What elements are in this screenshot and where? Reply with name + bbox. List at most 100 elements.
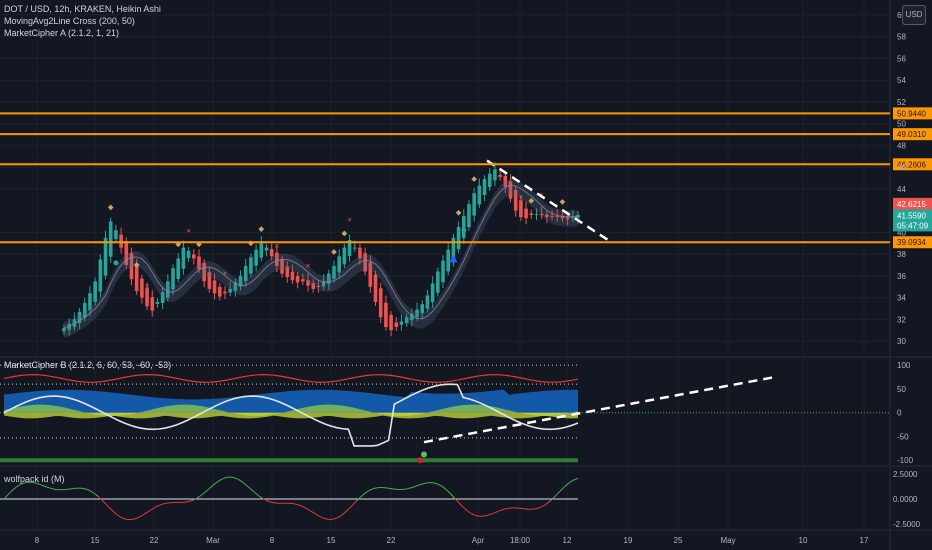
wolfpack-line-segment	[208, 484, 214, 490]
price-tick-label: 32	[897, 315, 906, 324]
cipher-cross: ×	[223, 269, 228, 278]
cipher-b-bottom-bar	[0, 458, 578, 463]
wolfpack-line-segment	[536, 506, 542, 509]
wolfpack-line-segment	[85, 488, 91, 492]
wolfpack-line-segment	[221, 477, 226, 480]
wolfpack-line-segment	[97, 496, 103, 501]
wolfpack-line-segment	[450, 493, 456, 499]
wolfpack-line-segment	[53, 488, 58, 491]
cipher-b-rsi-line	[3, 374, 579, 383]
cipher-b-blue-area	[4, 389, 578, 413]
candle-body	[430, 283, 435, 303]
candle-body	[446, 249, 451, 272]
wolfpack-line-segment	[471, 513, 476, 516]
wolfpack-line-segment	[462, 506, 468, 512]
wolfpack-line-segment	[139, 514, 144, 518]
candle-body	[565, 217, 570, 220]
cipher-diamond	[258, 226, 265, 232]
level-price-tag	[893, 158, 932, 171]
wolfpack-line-segment	[438, 484, 443, 488]
buy-dot	[461, 227, 467, 233]
wolfpack-line-segment	[122, 517, 128, 521]
price-axis[interactable]: 30 32 34 36 38 40 44 46 48 50 52 54 56 58 60 42.6215 41.…	[893, 11, 932, 529]
candle-body	[150, 297, 155, 311]
indicator-ma-cross[interactable]: MovingAvg2Line Cross (200, 50)	[4, 16, 135, 26]
wolfpack-line-segment	[409, 486, 415, 489]
candle-body	[301, 279, 305, 282]
candle-body	[555, 215, 560, 217]
wolfpack-line-segment	[389, 487, 394, 490]
cipher-b-buy-dot	[421, 451, 427, 458]
price-tick-label: 38	[897, 250, 906, 259]
candle-body	[477, 185, 482, 205]
wolfpack-pane[interactable]	[0, 476, 579, 521]
currency-badge[interactable]: USD	[902, 5, 926, 25]
main-legend: DOT / USD, 12h, KRAKEN, Heikin Ashi Movi…	[4, 3, 161, 39]
candle-body	[243, 266, 248, 282]
time-tick-label: 25	[674, 536, 683, 545]
wolfpack-line-segment	[114, 512, 120, 517]
wolfpack-line-segment	[483, 514, 488, 517]
wolfpack-line-segment	[405, 487, 411, 490]
candle-body	[254, 249, 258, 266]
wolfpack-line-segment	[467, 510, 472, 515]
cipher-cross: ×	[145, 282, 150, 291]
candle-body	[524, 208, 528, 219]
candle-body	[545, 214, 549, 218]
time-tick-label: Mar	[206, 536, 220, 545]
time-axis[interactable]: 8 15 22 Mar 8 15 22 Apr 18:00 12 19 25 May 10 17	[35, 536, 869, 545]
candle-body	[368, 262, 373, 287]
candle-body	[212, 280, 217, 294]
wolfpack-line-segment	[253, 491, 259, 496]
wolfpack-line-segment	[442, 486, 448, 491]
price-pane[interactable]: ×××××××××	[62, 159, 609, 339]
wolfpack-line-segment	[422, 482, 427, 485]
candle-body	[363, 253, 367, 272]
candle-body	[103, 237, 108, 276]
last-price-label: 41.5590	[897, 211, 926, 220]
market-cipher-b-pane[interactable]	[0, 364, 890, 464]
cipher-cross: ×	[306, 261, 311, 270]
candle-body	[472, 193, 476, 216]
wolfpack-line-segment	[495, 510, 501, 513]
wolfpack-legend[interactable]: wolfpack id (M)	[4, 474, 65, 484]
candle-body	[571, 217, 575, 219]
wolfpack-line-segment	[307, 508, 312, 512]
candle-body	[93, 281, 97, 302]
candle-body	[207, 272, 212, 289]
cipher-diamond	[331, 249, 337, 255]
candle-body	[560, 216, 565, 219]
candle-body	[166, 281, 170, 298]
wolfpack-line-segment	[225, 476, 230, 479]
candle-body	[72, 319, 77, 327]
wolfpack-line-segment	[364, 490, 370, 494]
wolfpack-line-segment	[491, 511, 497, 515]
market-cipher-b-legend[interactable]: MarketCipher B (2.1.2, 6, 60, 53, -60, -…	[4, 360, 172, 370]
wolfpack-line-segment	[311, 511, 316, 515]
wolfpack-line-segment	[548, 497, 554, 503]
candle-body	[550, 215, 554, 217]
cipher-diamond	[133, 262, 140, 268]
wolfpack-line-segment	[270, 501, 275, 504]
price-tick-label: 50	[897, 120, 906, 129]
buy-triangle	[449, 254, 458, 263]
cipher-b-red-dot	[417, 457, 423, 464]
candle-body	[88, 293, 92, 311]
wolfpack-line-segment	[110, 508, 116, 514]
indicator-market-cipher-a[interactable]: MarketCipher A (2.1.2, 1, 21)	[4, 28, 120, 38]
wolfpack-line-segment	[102, 500, 107, 506]
candle-body	[378, 288, 383, 318]
candle-body	[259, 243, 264, 258]
buy-dot	[113, 260, 119, 266]
candle-body	[534, 213, 539, 215]
candle-body	[441, 260, 445, 283]
candle-body	[155, 301, 160, 304]
wolfpack-line-segment	[434, 482, 439, 485]
level-price-tag	[893, 107, 932, 120]
candle-body	[399, 321, 404, 325]
candle-body	[275, 252, 279, 267]
candle-body	[129, 253, 134, 280]
wolfpack-line-segment	[319, 515, 325, 519]
wolfpack-line-segment	[20, 482, 25, 485]
